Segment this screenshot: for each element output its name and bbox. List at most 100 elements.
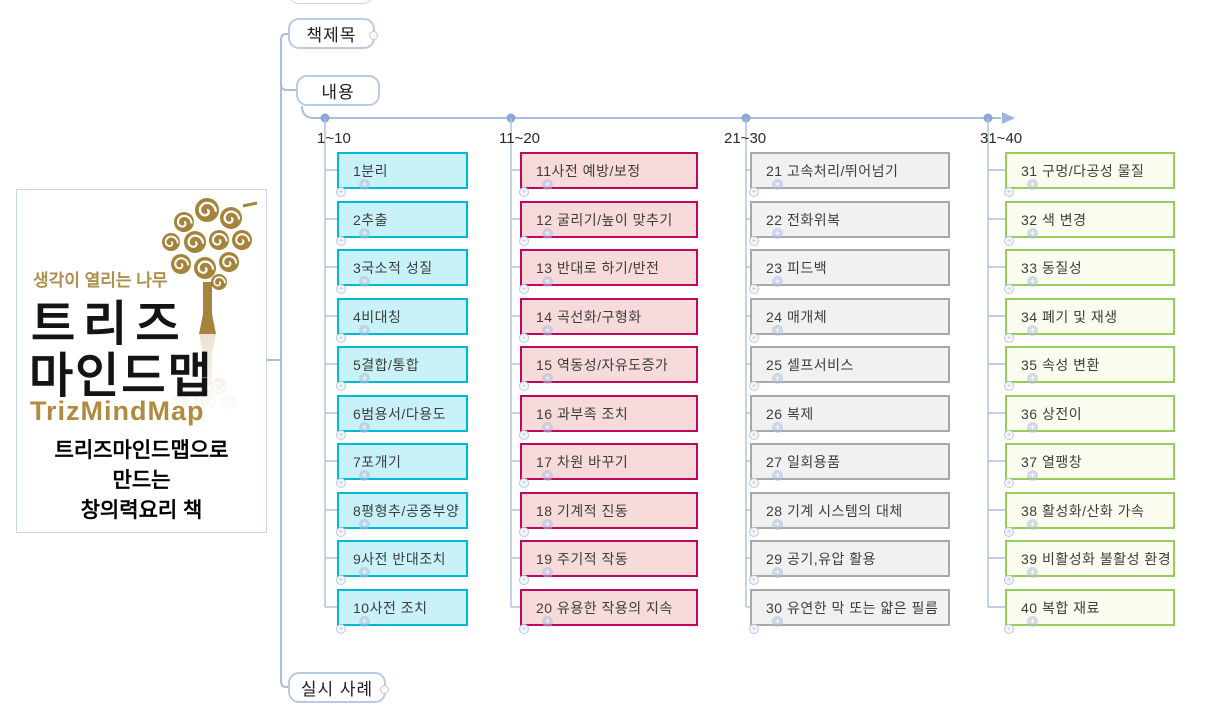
node-book-title[interactable]: 책제목 <box>288 18 378 49</box>
collapse-handle-icon[interactable]: + <box>336 478 346 488</box>
add-child-icon[interactable]: + <box>359 422 370 433</box>
collapse-handle-icon[interactable]: + <box>336 333 346 343</box>
collapse-handle-icon[interactable]: + <box>749 527 759 537</box>
principle-box[interactable]: 12 굴리기/높이 맞추기 + + <box>519 201 698 246</box>
collapse-handle-icon[interactable]: + <box>336 575 346 585</box>
principle-box[interactable]: 40 복합 재료 + + <box>1004 589 1175 634</box>
add-child-icon[interactable]: + <box>772 422 783 433</box>
add-child-icon[interactable]: + <box>772 519 783 530</box>
add-child-icon[interactable]: + <box>1027 422 1038 433</box>
collapse-handle-icon[interactable]: + <box>749 333 759 343</box>
principle-box[interactable]: 13 반대로 하기/반전 + + <box>519 249 698 294</box>
principle-box[interactable]: 14 곡선화/구형화 + + <box>519 298 698 343</box>
collapse-handle-icon[interactable]: + <box>1004 284 1014 294</box>
principle-box[interactable]: 15 역동성/자유도증가 + + <box>519 346 698 391</box>
principle-box[interactable]: 28 기계 시스템의 대체 + + <box>749 492 950 537</box>
collapse-handle-icon[interactable]: + <box>1004 187 1014 197</box>
collapse-handle-icon[interactable]: + <box>749 381 759 391</box>
add-child-icon[interactable]: + <box>542 276 553 287</box>
column-label[interactable]: 31~40 <box>980 130 1023 147</box>
collapse-handle-icon[interactable]: + <box>519 187 529 197</box>
principle-box[interactable]: 26 복제 + + <box>749 395 950 440</box>
add-child-icon[interactable]: + <box>542 179 553 190</box>
principle-box[interactable]: 37 열팽창 + + <box>1004 443 1175 488</box>
collapse-handle-icon[interactable]: + <box>749 575 759 585</box>
collapse-handle-icon[interactable]: + <box>1004 624 1014 634</box>
collapse-handle-icon[interactable]: + <box>519 478 529 488</box>
principle-box[interactable]: 30 유연한 막 또는 얇은 필름 + + <box>749 589 950 634</box>
add-child-icon[interactable]: + <box>542 325 553 336</box>
collapse-handle-icon[interactable]: + <box>336 236 346 246</box>
collapse-handle-icon[interactable]: + <box>749 187 759 197</box>
add-child-icon[interactable]: + <box>1027 519 1038 530</box>
principle-box[interactable]: 35 속성 변환 + + <box>1004 346 1175 391</box>
collapse-handle-icon[interactable]: + <box>336 284 346 294</box>
add-child-icon[interactable]: + <box>772 276 783 287</box>
add-child-icon[interactable]: + <box>542 422 553 433</box>
principle-box[interactable]: 34 폐기 및 재생 + + <box>1004 298 1175 343</box>
collapse-handle-icon[interactable]: + <box>749 430 759 440</box>
add-child-icon[interactable]: + <box>359 470 370 481</box>
logo-image-node[interactable]: 생각이 열리는 나무 트리즈 마인드맵 TrizMindMap 트리즈마인드맵으… <box>16 189 267 533</box>
principle-box[interactable]: 8평형추/공중부양 + + <box>336 492 468 537</box>
add-child-icon[interactable]: + <box>1027 567 1038 578</box>
node-examples[interactable]: 실시 사례 <box>288 672 389 703</box>
add-child-icon[interactable]: + <box>542 228 553 239</box>
principle-box[interactable]: 6범용서/다용도 + + <box>336 395 468 440</box>
add-child-icon[interactable]: + <box>772 179 783 190</box>
principle-box[interactable]: 39 비활성화 불활성 환경 + + <box>1004 540 1175 585</box>
collapse-handle-icon[interactable]: + <box>1004 333 1014 343</box>
clipped-top-node[interactable] <box>289 0 373 4</box>
add-child-icon[interactable]: + <box>772 325 783 336</box>
collapse-handle-icon[interactable]: + <box>519 575 529 585</box>
principle-box[interactable]: 16 과부족 조치 + + <box>519 395 698 440</box>
add-child-icon[interactable]: + <box>1027 616 1038 627</box>
principle-box[interactable]: 20 유용한 작용의 지속 + + <box>519 589 698 634</box>
collapse-handle-icon[interactable]: + <box>519 284 529 294</box>
column-label[interactable]: 21~30 <box>724 130 767 147</box>
add-child-icon[interactable]: + <box>359 325 370 336</box>
principle-box[interactable]: 10사전 조치 + + <box>336 589 468 634</box>
add-child-icon[interactable]: + <box>359 373 370 384</box>
node-contents[interactable]: 내용 <box>296 75 380 106</box>
collapse-handle-icon[interactable]: + <box>519 527 529 537</box>
add-child-icon[interactable]: + <box>359 179 370 190</box>
collapse-handle-icon[interactable]: + <box>519 333 529 343</box>
principle-box[interactable]: 21 고속처리/뛰어넘기 + + <box>749 152 950 197</box>
add-child-icon[interactable]: + <box>542 616 553 627</box>
add-child-icon[interactable]: + <box>1027 179 1038 190</box>
collapse-handle-icon[interactable]: + <box>1004 430 1014 440</box>
add-child-icon[interactable]: + <box>359 567 370 578</box>
add-child-icon[interactable]: + <box>1027 470 1038 481</box>
principle-box[interactable]: 38 활성화/산화 가속 + + <box>1004 492 1175 537</box>
expand-handle-icon[interactable] <box>380 685 389 694</box>
collapse-handle-icon[interactable]: + <box>1004 527 1014 537</box>
collapse-handle-icon[interactable]: + <box>519 381 529 391</box>
collapse-handle-icon[interactable]: + <box>519 236 529 246</box>
collapse-handle-icon[interactable]: + <box>336 527 346 537</box>
add-child-icon[interactable]: + <box>542 373 553 384</box>
collapse-handle-icon[interactable]: + <box>336 430 346 440</box>
principle-box[interactable]: 29 공기,유압 활용 + + <box>749 540 950 585</box>
principle-box[interactable]: 3국소적 성질 + + <box>336 249 468 294</box>
collapse-handle-icon[interactable]: + <box>336 624 346 634</box>
principle-box[interactable]: 4비대칭 + + <box>336 298 468 343</box>
add-child-icon[interactable]: + <box>772 373 783 384</box>
add-child-icon[interactable]: + <box>542 519 553 530</box>
collapse-handle-icon[interactable]: + <box>336 187 346 197</box>
add-child-icon[interactable]: + <box>1027 276 1038 287</box>
add-child-icon[interactable]: + <box>772 567 783 578</box>
expand-handle-icon[interactable] <box>369 31 378 40</box>
principle-box[interactable]: 5결합/통합 + + <box>336 346 468 391</box>
add-child-icon[interactable]: + <box>359 616 370 627</box>
principle-box[interactable]: 11사전 예방/보정 + + <box>519 152 698 197</box>
add-child-icon[interactable]: + <box>542 567 553 578</box>
principle-box[interactable]: 25 셀프서비스 + + <box>749 346 950 391</box>
collapse-handle-icon[interactable]: + <box>519 624 529 634</box>
principle-box[interactable]: 9사전 반대조치 + + <box>336 540 468 585</box>
principle-box[interactable]: 23 피드백 + + <box>749 249 950 294</box>
principle-box[interactable]: 33 동질성 + + <box>1004 249 1175 294</box>
add-child-icon[interactable]: + <box>359 276 370 287</box>
principle-box[interactable]: 7포개기 + + <box>336 443 468 488</box>
add-child-icon[interactable]: + <box>359 519 370 530</box>
